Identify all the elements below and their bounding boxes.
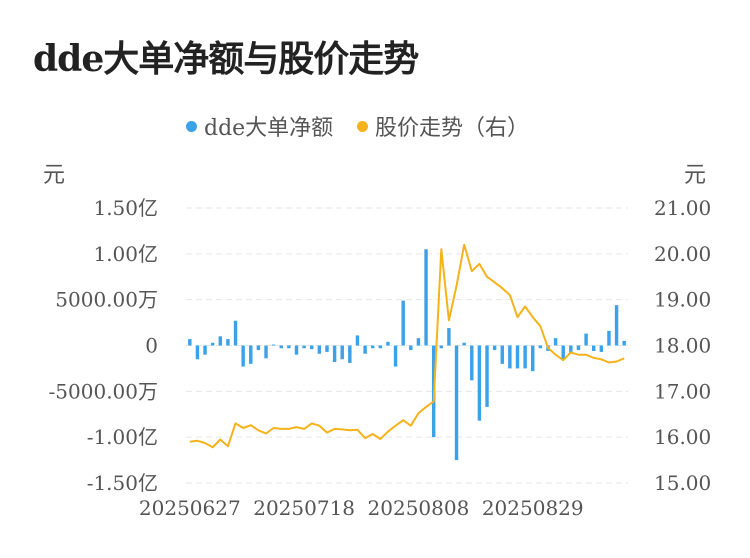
y-left-tick-label: -1.00亿 xyxy=(87,425,158,449)
y-right-tick-label: 20.00 xyxy=(654,242,711,266)
x-tick-label: 20250718 xyxy=(253,496,355,520)
dde-bar xyxy=(439,345,444,349)
dde-bar xyxy=(370,345,375,349)
dde-bar xyxy=(271,344,276,346)
price-line xyxy=(189,243,625,449)
dde-bar xyxy=(401,300,405,346)
dde-bar xyxy=(500,345,504,364)
y-left-tick-label: 5000.00万 xyxy=(55,288,158,312)
dde-bar xyxy=(393,345,398,367)
dde-bar xyxy=(599,345,604,352)
dde-bar xyxy=(287,345,291,349)
y-left-tick-label: -1.50亿 xyxy=(87,471,158,495)
legend-dot-price-icon xyxy=(357,120,368,132)
y-left-tick-label: 0 xyxy=(145,334,158,358)
dde-bar xyxy=(340,345,344,360)
dde-bar xyxy=(241,345,245,367)
dde-bar xyxy=(279,345,283,349)
y-left-tick-label: 1.50亿 xyxy=(93,196,158,220)
dde-bar xyxy=(454,345,459,461)
dde-bar xyxy=(363,345,367,354)
y-right-tick-label: 15.00 xyxy=(654,471,711,495)
dde-bar xyxy=(607,330,611,346)
dde-bar xyxy=(523,345,527,369)
dde-bar xyxy=(332,345,337,362)
chart-legend: dde大单净额 股价走势（右） xyxy=(0,110,750,142)
x-tick-label: 20250627 xyxy=(139,496,241,520)
dde-bar xyxy=(203,345,207,355)
dde-bar xyxy=(470,345,474,381)
y-right-tick-label: 17.00 xyxy=(654,379,711,403)
y-right-tick-label: 16.00 xyxy=(654,425,711,449)
dde-bar xyxy=(538,345,543,349)
dde-bar xyxy=(249,345,253,364)
dde-bar xyxy=(264,345,268,359)
dde-bar xyxy=(325,345,329,352)
dde-bar xyxy=(531,345,535,372)
dde-bar xyxy=(485,345,489,407)
dde-bar xyxy=(210,342,215,346)
legend-label-dde: dde大单净额 xyxy=(204,116,334,141)
dde-bar xyxy=(416,338,421,346)
legend-item-price[interactable]: 股价走势（右） xyxy=(357,110,529,142)
dde-bar xyxy=(355,335,360,346)
dde-bar xyxy=(515,345,520,369)
dde-bar xyxy=(188,339,192,346)
dde-bar xyxy=(614,305,619,346)
dde-bar xyxy=(195,345,200,360)
dde-bar xyxy=(576,345,581,351)
y-right-tick-label: 18.00 xyxy=(654,334,711,358)
legend-dot-dde-icon xyxy=(186,120,197,132)
dde-bar xyxy=(226,339,230,346)
left-axis-unit: 元 xyxy=(43,163,66,188)
dde-bar xyxy=(256,345,261,351)
dde-bar xyxy=(492,345,497,351)
dde-bar xyxy=(302,345,306,349)
y-left-tick-label: -5000.00万 xyxy=(49,379,158,403)
dde-bar xyxy=(218,336,223,346)
chart-title: dde大单净额与股价走势 xyxy=(33,38,419,80)
dde-bar xyxy=(310,345,314,350)
y-right-tick-label: 19.00 xyxy=(654,288,711,312)
dde-bar xyxy=(378,345,383,349)
dde-bar xyxy=(591,345,596,351)
dde-bar xyxy=(553,338,558,346)
dde-bar xyxy=(508,345,512,369)
dde-bar xyxy=(622,340,626,346)
dde-bar xyxy=(317,345,322,354)
legend-label-price: 股价走势（右） xyxy=(375,116,530,141)
dde-bar xyxy=(561,345,565,360)
right-axis-unit: 元 xyxy=(684,163,707,188)
x-tick-label: 20250829 xyxy=(482,496,584,520)
y-left-tick-label: 1.00亿 xyxy=(93,242,158,266)
dde-bar xyxy=(477,345,482,421)
dde-bar xyxy=(462,342,466,346)
dde-bar xyxy=(409,345,413,351)
dde-bar xyxy=(584,333,588,346)
legend-item-dde[interactable]: dde大单净额 xyxy=(186,110,333,142)
dde-bar xyxy=(348,345,352,363)
dde-bar xyxy=(294,345,299,355)
dde-bar xyxy=(569,345,573,354)
x-tick-label: 20250808 xyxy=(368,496,470,520)
dde-bar xyxy=(233,320,238,346)
dde-bar xyxy=(424,249,428,346)
dde-bar xyxy=(447,328,451,346)
dde-bar xyxy=(386,341,390,346)
y-right-tick-label: 21.00 xyxy=(654,196,711,220)
